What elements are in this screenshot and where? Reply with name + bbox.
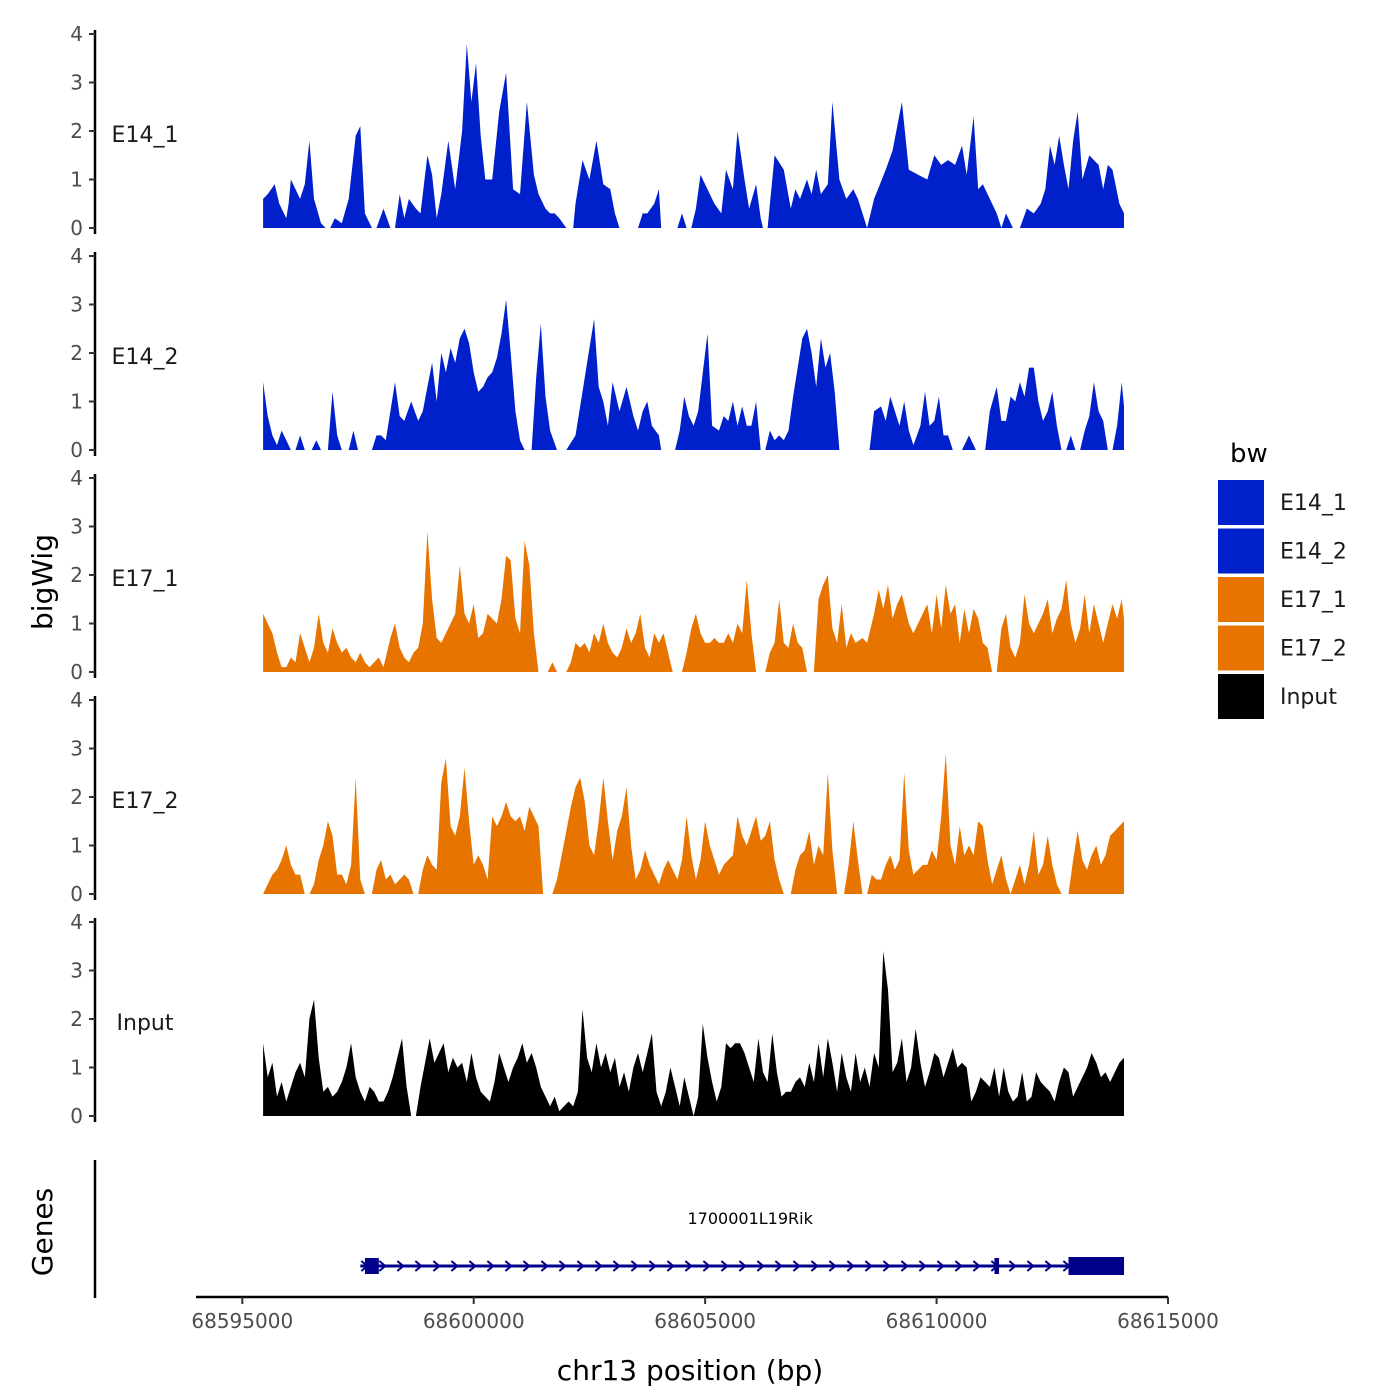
track-E14_1: 0 1 2 3 4 E14_1 (70, 22, 1124, 240)
y-tick-label-E17_1: 3 (70, 515, 83, 539)
signal-area-Input (263, 951, 1124, 1116)
x-tick-label: 68595000 (191, 1309, 293, 1333)
genes-axis-title: Genes (26, 1188, 59, 1276)
legend-swatch-E14_1 (1218, 480, 1264, 525)
y-tick-label-Input: 0 (70, 1104, 83, 1128)
legend-label-E14_1: E14_1 (1280, 491, 1347, 516)
track-label-Input: Input (117, 1011, 174, 1036)
x-tick-label: 68600000 (423, 1309, 525, 1333)
gene-label: 1700001L19Rik (687, 1209, 813, 1228)
y-tick-label-E14_2: 0 (70, 438, 83, 462)
x-tick-label: 68615000 (1117, 1309, 1219, 1333)
x-tick-label: 68610000 (886, 1309, 988, 1333)
gene-1700001L19Rik: 1700001L19Rik (360, 1209, 1124, 1275)
x-axis: 68595000 68600000 68605000 68610000 68615000 (191, 1297, 1219, 1333)
y-tick-label-Input: 1 (70, 1056, 83, 1080)
genes-panel: 1700001L19Rik (95, 1160, 1124, 1298)
gene-exon-2 (994, 1258, 999, 1274)
gene-exon-1 (365, 1258, 379, 1274)
y-tick-label-Input: 4 (70, 910, 83, 934)
y-axis-title: bigWig (26, 534, 59, 630)
legend-swatch-E17_1 (1218, 577, 1264, 622)
track-label-E14_2: E14_2 (112, 345, 179, 370)
legend-swatch-E14_2 (1218, 529, 1264, 574)
y-tick-label-E14_2: 3 (70, 293, 83, 317)
legend-swatch-Input (1218, 674, 1264, 719)
y-tick-label-E17_2: 1 (70, 834, 83, 858)
x-axis-title: chr13 position (bp) (557, 1354, 823, 1387)
legend-label-E17_2: E17_2 (1280, 637, 1347, 662)
track-E14_2: 0 1 2 3 4 E14_2 (70, 244, 1124, 462)
y-tick-label-E17_1: 2 (70, 563, 83, 587)
track-E17_2: 0 1 2 3 4 E17_2 (70, 688, 1124, 906)
signal-area-E14_2 (263, 300, 1124, 450)
track-label-E17_2: E17_2 (112, 789, 179, 814)
y-tick-label-E14_1: 3 (70, 71, 83, 95)
track-Input: 0 1 2 3 4 Input (70, 910, 1124, 1128)
y-tick-label-Input: 3 (70, 959, 83, 983)
y-tick-label-E14_2: 1 (70, 390, 83, 414)
x-tick-label: 68605000 (654, 1309, 756, 1333)
signal-tracks: 0 1 2 3 4 E14_1 0 1 2 3 4 E14_2 0 1 2 3 4 E17_1 0 1 2 3 4 E17_2… (70, 22, 1124, 1128)
legend-label-E17_1: E17_1 (1280, 588, 1347, 613)
signal-area-E17_1 (263, 531, 1124, 672)
legend-title: bw (1230, 439, 1268, 469)
legend-label-Input: Input (1280, 685, 1337, 710)
y-tick-label-E17_2: 0 (70, 882, 83, 906)
y-tick-label-E14_1: 2 (70, 119, 83, 143)
track-E17_1: 0 1 2 3 4 E17_1 (70, 466, 1124, 684)
y-tick-label-E17_1: 1 (70, 612, 83, 636)
signal-area-E14_1 (263, 44, 1124, 228)
y-tick-label-E17_1: 0 (70, 660, 83, 684)
y-tick-label-E17_2: 3 (70, 737, 83, 761)
legend-label-E14_2: E14_2 (1280, 540, 1347, 565)
signal-area-E17_2 (263, 753, 1124, 894)
y-tick-label-E17_1: 4 (70, 466, 83, 490)
y-tick-label-E14_2: 2 (70, 341, 83, 365)
y-tick-label-E14_1: 1 (70, 168, 83, 192)
legend-swatch-E17_2 (1218, 626, 1264, 671)
y-tick-label-E14_1: 4 (70, 22, 83, 46)
legend: bw E14_1 E14_2 E17_1 E17_2 Input (1218, 439, 1347, 719)
y-tick-label-E14_1: 0 (70, 216, 83, 240)
track-label-E17_1: E17_1 (112, 567, 179, 592)
genome-track-chart: 0 1 2 3 4 E14_1 0 1 2 3 4 E14_2 0 1 2 3 4 E17_1 0 1 2 3 4 E17_2… (0, 0, 1400, 1400)
y-tick-label-E14_2: 4 (70, 244, 83, 268)
y-tick-label-E17_2: 2 (70, 785, 83, 809)
y-tick-label-E17_2: 4 (70, 688, 83, 712)
track-label-E14_1: E14_1 (112, 123, 179, 148)
y-tick-label-Input: 2 (70, 1007, 83, 1031)
gene-exon-3 (1068, 1257, 1124, 1275)
